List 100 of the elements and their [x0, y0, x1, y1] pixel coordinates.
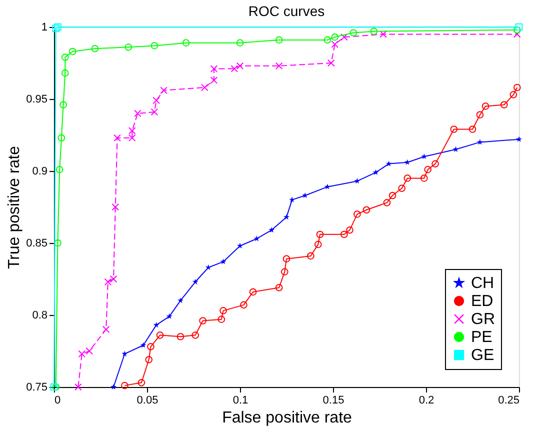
- point: [398, 184, 406, 192]
- point: [354, 178, 360, 184]
- point: [289, 196, 296, 202]
- point: [515, 23, 523, 31]
- point: [62, 54, 69, 61]
- point: [128, 134, 136, 142]
- point: [140, 342, 146, 348]
- point: [424, 166, 432, 174]
- x-tick-label: 0.1: [232, 394, 248, 406]
- point: [156, 332, 164, 339]
- point: [177, 297, 184, 304]
- point: [249, 288, 257, 296]
- point: [314, 240, 322, 248]
- point: [210, 65, 218, 72]
- point: [324, 184, 330, 190]
- legend-label: CH: [471, 275, 494, 292]
- point: [124, 44, 132, 51]
- point: [307, 252, 314, 260]
- point: [452, 146, 459, 152]
- point: [388, 192, 396, 200]
- point: [370, 28, 378, 35]
- point: [275, 62, 283, 70]
- point: [236, 39, 244, 46]
- point: [220, 307, 227, 314]
- point: [74, 383, 82, 391]
- point: [201, 84, 208, 92]
- y-tick-label: 1: [41, 22, 48, 34]
- point: [386, 160, 392, 166]
- point: [354, 210, 361, 218]
- point: [54, 239, 62, 247]
- point: [192, 278, 198, 284]
- point: [404, 174, 412, 182]
- point: [182, 39, 190, 46]
- point: [60, 101, 67, 108]
- x-tick-label: 0.05: [136, 394, 158, 406]
- x-tick-label: 0.2: [418, 394, 434, 406]
- point: [380, 30, 387, 38]
- point: [268, 226, 275, 233]
- x-axis-title: False positive rate: [222, 410, 352, 426]
- point: [275, 36, 283, 44]
- point: [372, 169, 379, 175]
- legend-label: ED: [471, 293, 494, 310]
- point: [236, 242, 244, 248]
- point: [283, 214, 290, 220]
- point: [153, 322, 160, 328]
- point: [54, 23, 62, 31]
- point: [275, 284, 283, 292]
- y-tick-label: 0.9: [32, 166, 48, 178]
- point: [176, 332, 184, 340]
- point: [210, 76, 218, 84]
- point: [513, 30, 521, 38]
- point: [110, 384, 117, 390]
- point: [192, 332, 200, 339]
- point: [468, 126, 476, 133]
- x-tick-label: 0: [54, 394, 61, 406]
- point: [476, 111, 484, 118]
- point: [121, 382, 128, 390]
- point: [134, 110, 142, 118]
- point: [62, 69, 69, 77]
- point: [166, 313, 172, 319]
- point: [450, 126, 458, 133]
- y-tick-label: 0.75: [26, 382, 48, 394]
- point: [350, 29, 358, 36]
- point: [476, 139, 483, 145]
- point: [513, 26, 521, 34]
- point: [510, 91, 518, 98]
- point: [152, 96, 160, 104]
- point: [327, 59, 335, 67]
- point: [362, 206, 370, 214]
- point: [432, 160, 439, 168]
- point: [128, 127, 136, 134]
- legend-label: GR: [471, 311, 495, 328]
- point: [91, 44, 99, 52]
- point: [346, 226, 354, 234]
- point: [383, 199, 391, 206]
- point: [331, 33, 339, 41]
- point: [112, 203, 120, 211]
- point: [102, 326, 110, 334]
- point: [160, 86, 168, 94]
- point: [150, 42, 158, 50]
- point: [482, 102, 490, 110]
- point: [114, 134, 121, 142]
- point: [52, 24, 60, 32]
- point: [138, 379, 146, 386]
- point: [147, 343, 154, 350]
- point: [513, 84, 521, 92]
- legend-label: PE: [471, 329, 492, 346]
- point: [150, 108, 158, 116]
- point: [218, 316, 226, 323]
- point: [324, 36, 332, 44]
- point: [199, 317, 206, 324]
- point: [78, 350, 86, 358]
- point: [58, 134, 66, 142]
- point: [340, 230, 348, 238]
- x-tick-label: 0.25: [498, 394, 520, 406]
- point: [331, 40, 339, 48]
- y-axis-title: True positive rate: [6, 146, 24, 270]
- point: [340, 33, 348, 41]
- point: [68, 48, 76, 56]
- point: [122, 350, 128, 356]
